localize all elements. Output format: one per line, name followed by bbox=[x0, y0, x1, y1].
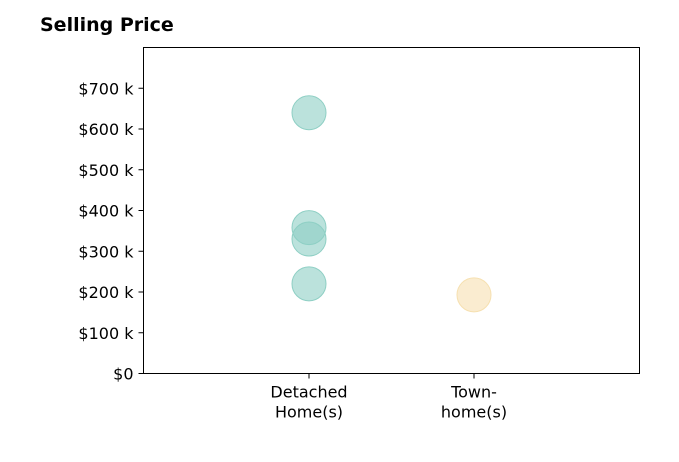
data-point bbox=[291, 95, 327, 131]
y-tick-label: $600 k bbox=[78, 120, 134, 139]
y-axis: $0 $100 k $200 k $300 k $400 k $500 k $600 k $7… bbox=[78, 79, 144, 384]
data-point bbox=[456, 277, 492, 313]
y-tick-label: $500 k bbox=[78, 161, 134, 180]
x-axis: Detached Home(s) Town-home(s) bbox=[270, 373, 507, 422]
data-point bbox=[291, 221, 327, 257]
y-tick-label: $200 k bbox=[78, 283, 134, 302]
points-layer bbox=[291, 95, 492, 313]
y-tick-label: $400 k bbox=[78, 202, 134, 221]
y-tick-label: $0 bbox=[113, 365, 133, 384]
x-tick-label: Town-home(s) bbox=[441, 383, 507, 422]
y-tick-label: $300 k bbox=[78, 242, 134, 261]
chart-title: Selling Price bbox=[40, 14, 174, 36]
data-point bbox=[291, 266, 327, 302]
y-tick-label: $100 k bbox=[78, 324, 134, 343]
x-tick-label: Detached Home(s) bbox=[270, 383, 347, 422]
plot-frame bbox=[143, 47, 640, 374]
y-tick-label: $700 k bbox=[78, 79, 134, 98]
